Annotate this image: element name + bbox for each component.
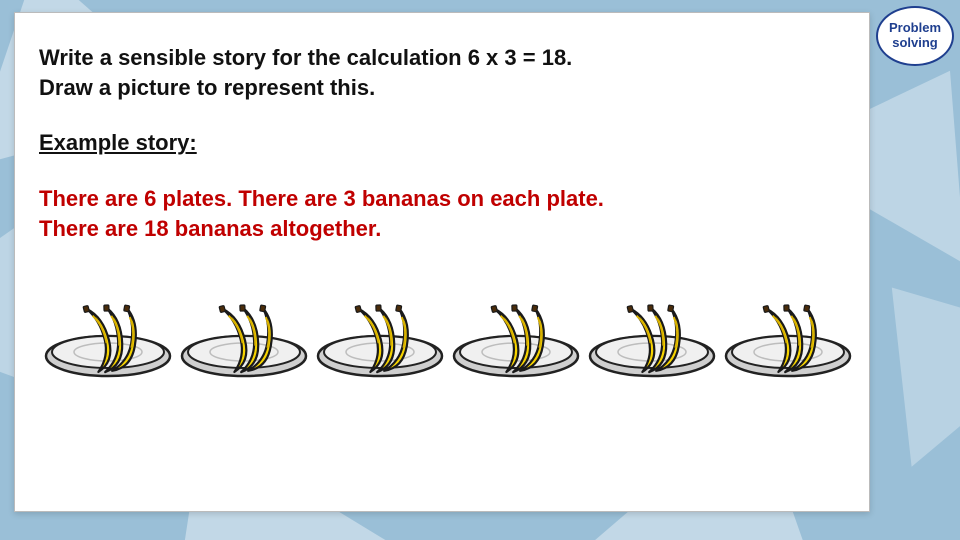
instruction-line1: Write a sensible story for the calculati… — [39, 45, 572, 70]
plates-row — [39, 284, 845, 379]
badge-line2: solving — [892, 35, 938, 50]
badge-line1: Problem — [889, 20, 941, 35]
plate-with-bananas — [179, 284, 309, 379]
story-line1: There are 6 plates. There are 3 bananas … — [39, 186, 604, 211]
problem-solving-badge: Problem solving — [876, 6, 954, 66]
example-heading: Example story: — [39, 130, 845, 156]
example-story: There are 6 plates. There are 3 bananas … — [39, 184, 845, 243]
plate-with-bananas — [587, 284, 717, 379]
content-card: Write a sensible story for the calculati… — [14, 12, 870, 512]
plate-with-bananas — [723, 284, 853, 379]
plate-with-bananas — [315, 284, 445, 379]
plate-with-bananas — [451, 284, 581, 379]
plate-with-bananas — [43, 284, 173, 379]
instruction-text: Write a sensible story for the calculati… — [39, 43, 845, 102]
instruction-line2: Draw a picture to represent this. — [39, 75, 375, 100]
story-line2: There are 18 bananas altogether. — [39, 216, 381, 241]
